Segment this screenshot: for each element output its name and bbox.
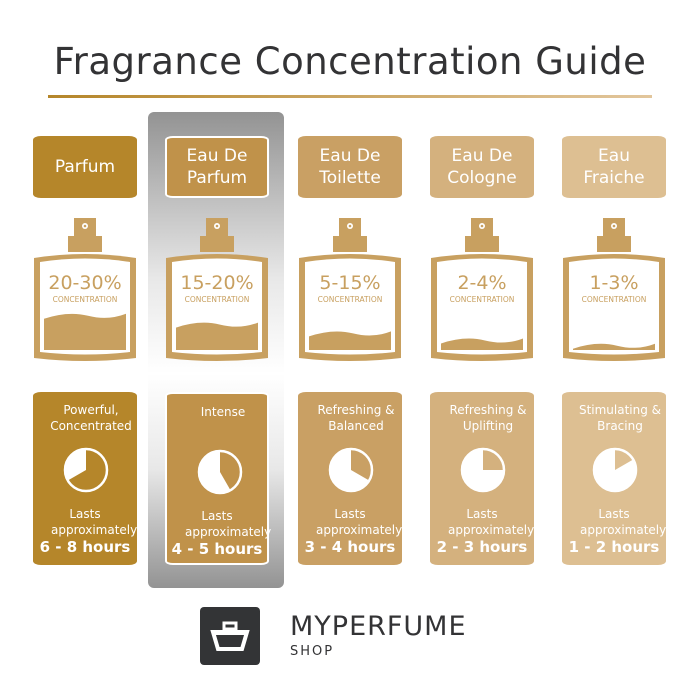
duration: 3 - 4 hours [304,538,396,556]
type-header: Eau De Parfum [165,136,269,198]
longevity-card: Intense Lasts approximately 4 - 5 hours [165,392,272,565]
concentration-value: 2-4% [457,272,507,294]
type-header: Eau De Toilette [298,136,402,198]
pie-wedge [220,451,242,491]
brand-name: MYPERFUME [290,611,467,642]
lasts-label: Lasts approximately [316,507,403,537]
duration: 4 - 5 hours [171,540,263,558]
lasts-label: Lasts approximately [448,507,535,537]
duration: 6 - 8 hours [39,538,131,556]
clock-pie-icon [328,447,374,493]
concentration-label: CONCENTRATION [52,295,118,304]
type-header: Parfum [33,136,137,198]
column-eau-de-cologne: Eau De Cologne 2-4% CONCENTRATION Refres… [430,0,534,700]
type-header: Eau Fraiche [562,136,666,198]
column-eau-fraiche: Eau Fraiche 1-3% CONCENTRATION Stimulati… [562,0,666,700]
concentration-label: CONCENTRATION [581,295,647,304]
liquid-level [176,322,258,350]
concentration-value: 15-20% [180,272,254,294]
liquid-level [573,343,655,350]
page-title: Fragrance Concentration Guide [53,40,647,83]
bottle-icon: 2-4% CONCENTRATION [430,214,534,362]
longevity-card: Stimulating & Bracing Lasts approximatel… [562,392,666,565]
longevity-card: Refreshing & Balanced Lasts approximatel… [298,392,402,565]
lasts-label: Lasts approximately [580,507,667,537]
concentration-label: CONCENTRATION [449,295,515,304]
brand-sub: SHOP [290,644,335,659]
bottle-icon: 15-20% CONCENTRATION [165,214,269,362]
pie-wedge [483,449,504,470]
pie-wedge [67,449,107,491]
clock-pie-icon [592,447,638,493]
duration: 2 - 3 hours [436,538,528,556]
bottle-icon: 20-30% CONCENTRATION [33,214,137,362]
liquid-level [44,313,126,350]
liquid-level [309,331,391,350]
logo-icon [200,607,260,665]
concentration-value: 1-3% [589,272,639,294]
description: Intense [200,405,246,419]
clock-pie-icon [460,447,506,493]
duration: 1 - 2 hours [568,538,660,556]
clock-pie-icon [197,449,243,495]
bottle-icon: 1-3% CONCENTRATION [562,214,666,362]
column-eau-de-parfum: Eau De Parfum 15-20% CONCENTRATION Inten… [165,0,272,700]
lasts-label: Lasts approximately [51,507,138,537]
concentration-label: CONCENTRATION [184,295,250,304]
concentration-value: 5-15% [319,272,381,294]
description: Stimulating & Bracing [578,403,662,433]
title-divider [48,95,652,98]
longevity-card: Refreshing & Uplifting Lasts approximate… [430,392,534,565]
concentration-value: 20-30% [48,272,122,294]
column-parfum: Parfum 20-30% CONCENTRATION Powerful, Co… [33,0,137,700]
lasts-label: Lasts approximately [185,509,272,539]
type-header: Eau De Cologne [430,136,534,198]
description: Powerful, Concentrated [50,403,132,433]
concentration-label: CONCENTRATION [317,295,383,304]
description: Refreshing & Uplifting [449,403,527,433]
column-eau-de-toilette: Eau De Toilette 5-15% CONCENTRATION Refr… [298,0,402,700]
bottle-icon: 5-15% CONCENTRATION [298,214,402,362]
description: Refreshing & Balanced [317,403,395,433]
clock-pie-icon [63,447,109,493]
liquid-level [441,338,523,350]
longevity-card: Powerful, Concentrated Lasts approximate… [33,392,137,565]
